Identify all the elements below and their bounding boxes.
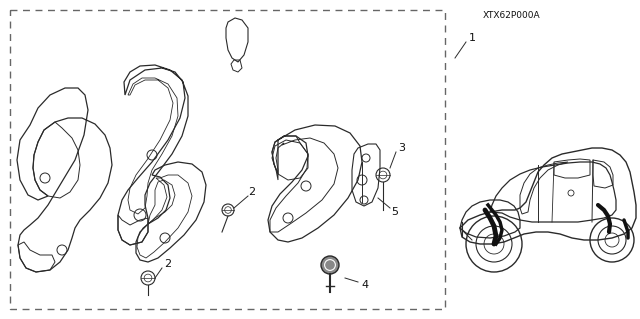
Text: 4: 4 [362, 280, 369, 290]
Text: 1: 1 [468, 33, 476, 43]
Text: 5: 5 [392, 207, 399, 217]
Text: 2: 2 [248, 187, 255, 197]
Bar [10, 10, 445, 309]
Text: 2: 2 [164, 259, 172, 269]
Circle shape [321, 256, 339, 274]
Text: XTX62P000A: XTX62P000A [483, 11, 541, 20]
Text: 3: 3 [399, 143, 406, 153]
